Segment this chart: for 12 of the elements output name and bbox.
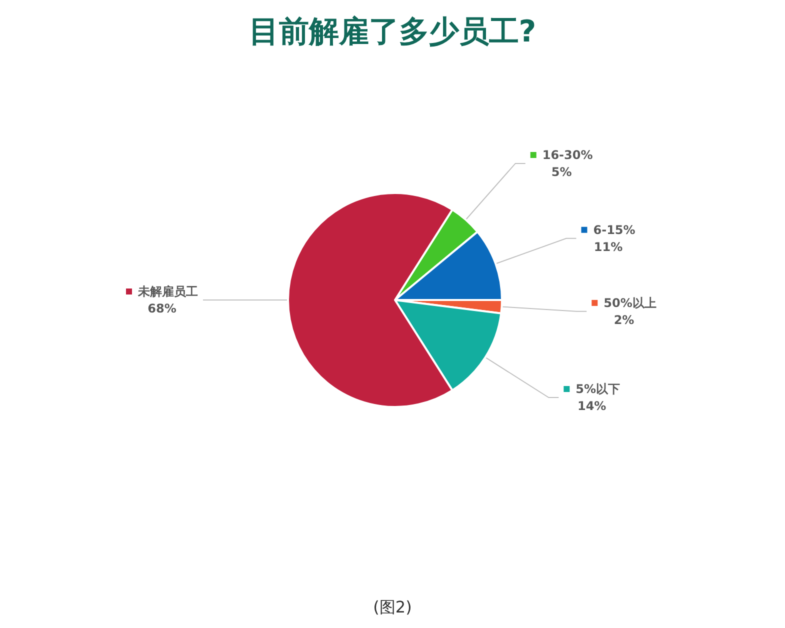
legend-label: 5%以下	[576, 382, 620, 396]
legend-label: 未解雇员工	[137, 284, 198, 298]
legend-label: 6-15%	[593, 222, 636, 237]
legend-label: 16-30%	[542, 148, 593, 162]
data-label: 2%	[614, 312, 634, 327]
text: (图2)	[373, 598, 412, 616]
data-label: 68%	[148, 302, 176, 316]
chart-title: 目前解雇了多少员工?	[248, 14, 536, 50]
data-label: 14%	[577, 399, 606, 414]
legend-label: 50%以上	[604, 296, 656, 310]
data-label: 5%	[551, 164, 572, 179]
data-label: 11%	[594, 240, 623, 254]
